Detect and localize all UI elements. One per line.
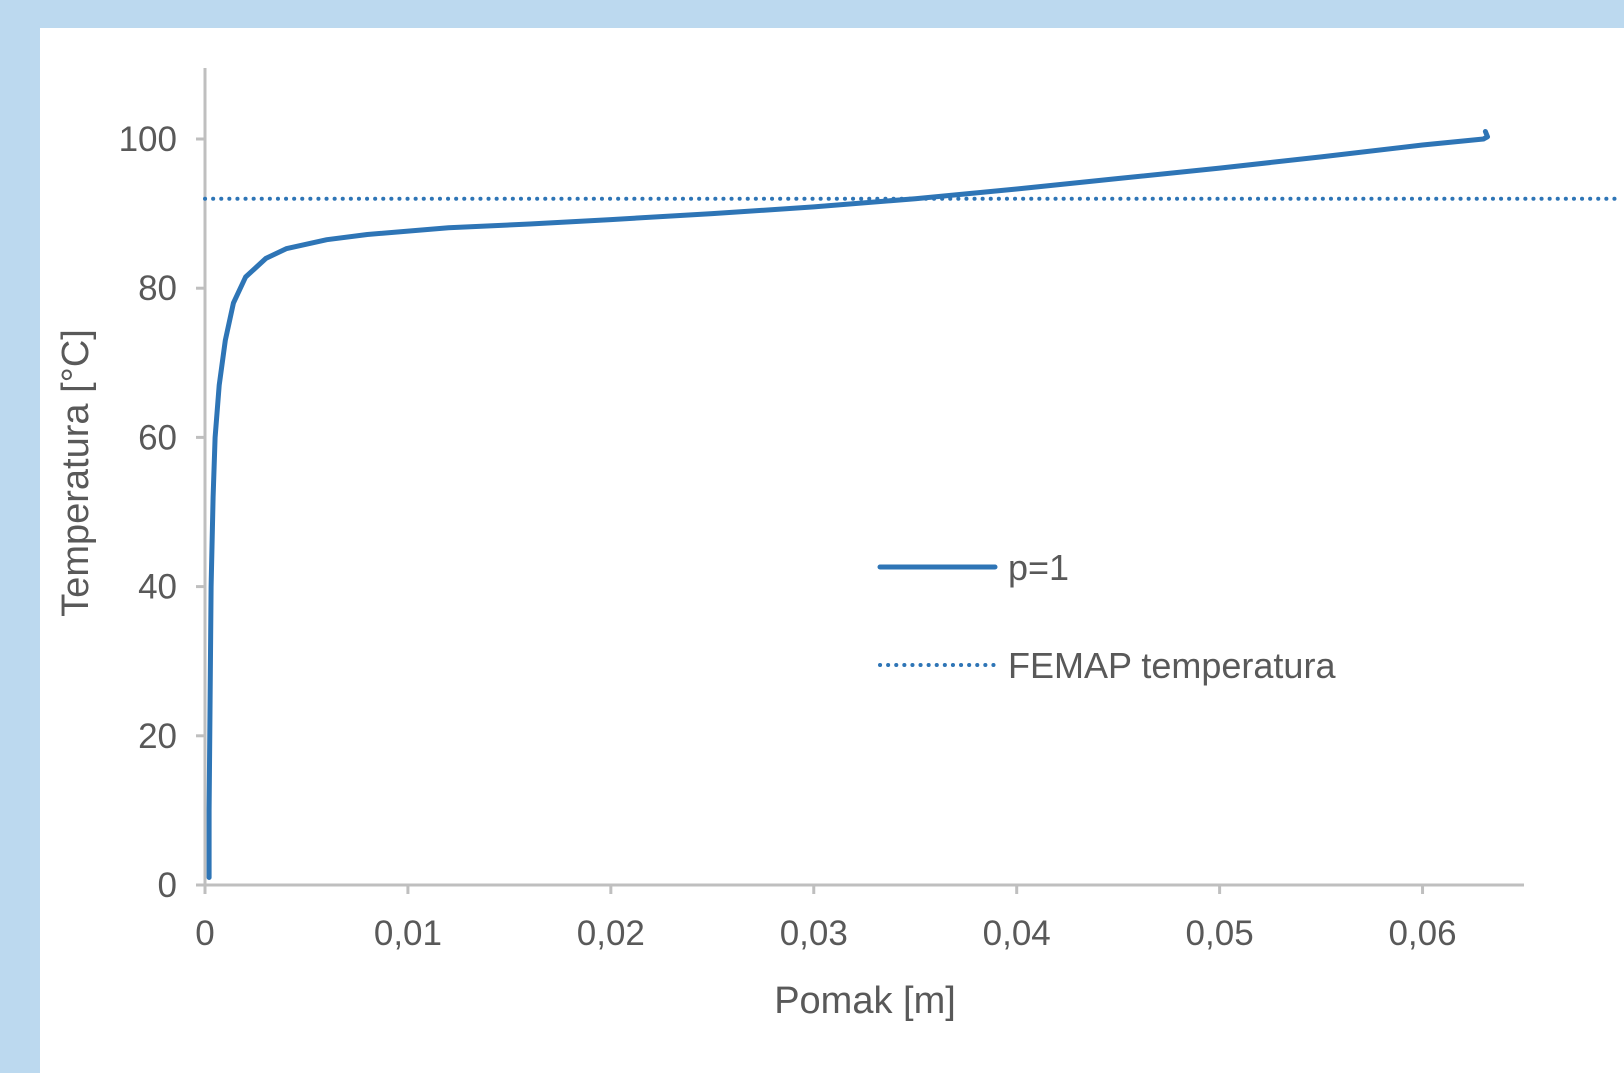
series-line-p1	[206, 129, 1490, 880]
y-tick-label: 100	[119, 120, 177, 159]
legend: p=1 FEMAP temperatura	[877, 547, 1336, 686]
x-tick-label: 0	[195, 914, 214, 953]
x-tick-label: 0,04	[983, 914, 1051, 953]
y-tick-label: 80	[138, 269, 177, 308]
axes	[203, 68, 1524, 887]
legend-label: FEMAP temperatura	[1008, 645, 1336, 686]
plot-area	[203, 129, 1622, 880]
legend-label: p=1	[1008, 547, 1069, 588]
y-tick-label: 60	[138, 418, 177, 457]
y-tick-label: 40	[138, 568, 177, 607]
chart: 0 20 40 60 80 100 0 0,01 0,02 0,03 0,04 0,05 0,06 Po…	[55, 68, 1622, 1022]
x-tick-label: 0,02	[577, 914, 645, 953]
chart-frame: 0 20 40 60 80 100 0 0,01 0,02 0,03 0,04 0,05 0,06 Po…	[40, 28, 1624, 1073]
y-axis-title: Temperatura [°C]	[55, 329, 97, 617]
x-tick-label: 0,06	[1388, 914, 1456, 953]
ticks: 0 20 40 60 80 100 0 0,01 0,02 0,03 0,04 0,05 0,06	[119, 120, 1457, 953]
x-axis-title: Pomak [m]	[774, 980, 956, 1022]
x-tick-label: 0,03	[780, 914, 848, 953]
y-tick-label: 20	[138, 717, 177, 756]
y-tick-label: 0	[158, 866, 177, 905]
x-tick-label: 0,01	[374, 914, 442, 953]
x-tick-label: 0,05	[1186, 914, 1254, 953]
